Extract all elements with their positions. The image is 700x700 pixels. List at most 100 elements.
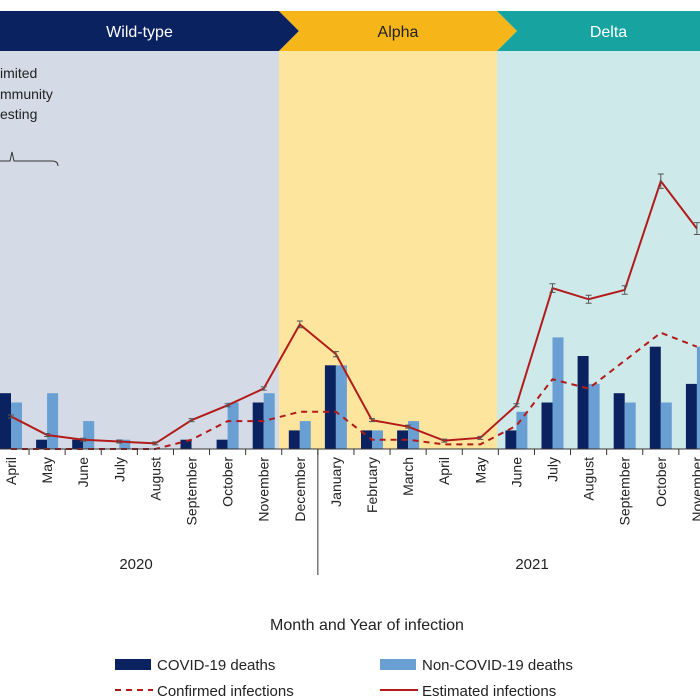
- noncovid-bar-10: [372, 430, 383, 449]
- error-bar-19: [693, 222, 700, 236]
- tick-label-10: February: [364, 457, 380, 513]
- variant-label-3: Delta: [590, 24, 627, 41]
- error-bar-13: [477, 435, 484, 440]
- noncovid-bar-7: [263, 393, 275, 449]
- tick-label-14: June: [508, 457, 524, 488]
- error-bar-17: [621, 285, 628, 295]
- noncovid-bar-3: [119, 439, 131, 449]
- variant-band-3: [497, 50, 700, 449]
- covid-bar-6: [216, 439, 228, 449]
- covid-bar-15: [541, 402, 553, 449]
- error-bar-12: [441, 438, 448, 443]
- covid-bar-14: [505, 430, 517, 449]
- legend: COVID-19 deaths Non-COVID-19 deaths Confir…: [115, 657, 573, 700]
- error-bar-2: [80, 437, 87, 442]
- variant-arrow-1: [0, 11, 299, 51]
- covid-bar-8: [288, 430, 300, 449]
- year-label-2020: 2020: [119, 556, 152, 573]
- estimated-infections-line: [10, 179, 698, 445]
- x-axis-title: Month and Year of infection: [270, 617, 464, 634]
- tick-label-12: April: [436, 457, 452, 485]
- noncovid-bar-9: [335, 365, 347, 449]
- noncovid-bar-15: [552, 337, 564, 449]
- covid-bar-10: [361, 430, 372, 449]
- tick-label-1: May: [39, 457, 55, 483]
- covid-bar-16: [577, 356, 589, 449]
- noncovid-bar-16: [588, 383, 600, 449]
- covid-bar-18: [649, 346, 661, 449]
- variant-band-1: [0, 50, 279, 449]
- variant-header-arrows: Wild-type Alpha Delta: [0, 11, 700, 51]
- tick-label-11: March: [400, 457, 416, 496]
- variant-bands: [0, 50, 700, 449]
- error-bar-16: [585, 294, 592, 304]
- noncovid-bar-17: [624, 402, 636, 449]
- error-bar-3: [116, 439, 123, 444]
- variant-label-1: Wild-type: [106, 24, 173, 41]
- error-bar-18: [657, 173, 664, 189]
- year-label-2021: 2021: [515, 556, 548, 573]
- tick-label-4: August: [147, 457, 163, 501]
- tick-label-0: April: [3, 457, 19, 485]
- x-axis: [0, 448, 700, 575]
- noncovid-bar-6: [227, 402, 239, 449]
- tick-label-8: December: [292, 457, 308, 522]
- noncovid-bar-0: [11, 402, 22, 449]
- covid-bar-9: [324, 365, 336, 449]
- annotation-line-2: mmunity: [0, 86, 53, 102]
- covid-bar-7: [252, 402, 264, 449]
- annotation-line-1: imited: [0, 65, 37, 81]
- tick-label-9: January: [328, 457, 344, 507]
- error-bar-4: [152, 441, 159, 446]
- tick-label-17: September: [617, 457, 633, 526]
- covid-bar-1: [36, 439, 48, 449]
- tick-label-18: October: [653, 457, 669, 507]
- legend-label-2: Confirmed infections: [157, 683, 294, 700]
- covid-bar-0: [0, 393, 11, 449]
- error-bar-1: [44, 433, 51, 438]
- bar-series: [0, 337, 700, 449]
- variant-band-2: [279, 50, 497, 449]
- legend-label-3: Estimated infections: [422, 683, 556, 700]
- covid-bar-2: [72, 439, 84, 449]
- tick-label-2: June: [75, 457, 91, 488]
- legend-swatch-0: [115, 659, 151, 670]
- error-bar-5: [188, 418, 195, 423]
- tick-label-5: September: [184, 457, 200, 526]
- legend-label-1: Non-COVID-19 deaths: [422, 657, 573, 674]
- noncovid-bar-8: [299, 421, 311, 449]
- variant-arrow-2: [279, 11, 517, 51]
- noncovid-bar-19: [696, 346, 700, 449]
- noncovid-bar-11: [408, 421, 420, 449]
- noncovid-bar-18: [660, 402, 672, 449]
- variant-label-2: Alpha: [378, 24, 419, 41]
- tick-label-7: November: [256, 457, 272, 522]
- year-labels: 2020 2021: [119, 556, 548, 573]
- covid-bar-5: [180, 439, 192, 449]
- tick-label-3: July: [111, 457, 127, 482]
- covid-bar-19: [685, 383, 697, 449]
- tick-label-15: July: [545, 457, 561, 482]
- legend-swatch-1: [380, 659, 416, 670]
- x-tick-labels: April May June July August September October No…: [3, 457, 700, 526]
- error-bar-6: [224, 403, 231, 408]
- annotation-line-3: esting: [0, 106, 37, 122]
- error-bar-0: [8, 414, 14, 419]
- tick-label-19: November: [689, 457, 700, 522]
- testing-annotation: imited mmunity esting: [0, 65, 59, 167]
- noncovid-bar-1: [47, 393, 59, 449]
- error-bar-7: [260, 386, 267, 391]
- error-bar-15: [549, 283, 556, 293]
- tick-label-16: August: [581, 457, 597, 501]
- covid-bar-17: [613, 393, 625, 449]
- error-bar-11: [405, 424, 412, 429]
- noncovid-bar-14: [516, 411, 528, 449]
- legend-label-0: COVID-19 deaths: [157, 657, 275, 674]
- error-bar-9: [332, 351, 339, 358]
- error-bar-10: [369, 418, 375, 423]
- tick-label-6: October: [220, 457, 236, 507]
- annotation-brace: [0, 151, 59, 167]
- variant-arrow-3: [497, 11, 700, 51]
- error-bar-8: [296, 320, 303, 329]
